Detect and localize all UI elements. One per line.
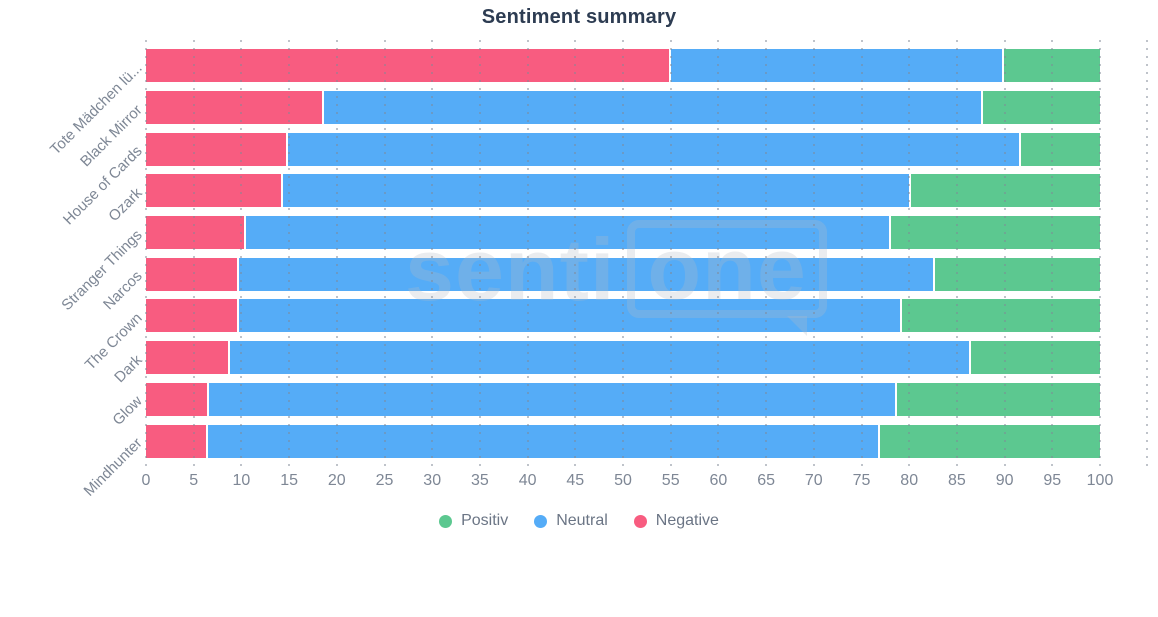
bar-row-house-of-cards (146, 132, 1100, 166)
bar-row-dark (146, 341, 1100, 375)
bar-segment-positiv[interactable] (877, 424, 1100, 458)
x-tick-label: 0 (141, 472, 151, 489)
bar-segment-negative[interactable] (146, 132, 287, 166)
x-tick-label: 85 (947, 472, 966, 489)
bar-row-glow (146, 382, 1100, 416)
legend: Positiv Neutral Negative (0, 512, 1158, 530)
bar-segment-negative[interactable] (146, 257, 237, 291)
x-tick-label: 5 (189, 472, 199, 489)
x-tick-label: 95 (1043, 472, 1062, 489)
legend-dot-icon (534, 514, 548, 528)
x-tick-label: 60 (709, 472, 728, 489)
bar-row-narcos (146, 257, 1100, 291)
bar-segment-neutral[interactable] (286, 132, 1019, 166)
bar-segment-positiv[interactable] (980, 91, 1100, 125)
bar-segment-neutral[interactable] (280, 174, 910, 208)
bar-row-the-crown (146, 299, 1100, 333)
bar-segment-positiv[interactable] (909, 174, 1100, 208)
bar-row-black-mirror (146, 91, 1100, 125)
legend-dot-icon (633, 514, 647, 528)
bar-segment-negative[interactable] (146, 91, 322, 125)
bar-row-mindhunter (146, 424, 1100, 458)
bar-segment-positiv[interactable] (969, 341, 1100, 375)
grid-overflow-line (1146, 40, 1148, 468)
category-axis: Tote Mädchen lü... Black Mirror House of C… (0, 45, 146, 499)
bar-segment-positiv[interactable] (899, 299, 1100, 333)
x-axis: 0 5 10 15 20 25 30 35 40 45 50 55 60 65 70 75 80 85 90 95 10… (142, 472, 1114, 494)
bar-row-stranger-things (146, 216, 1100, 250)
legend-label: Neutral (556, 512, 608, 529)
bar-segment-neutral[interactable] (668, 49, 1002, 83)
legend-label: Positiv (461, 512, 509, 529)
bar-segment-negative[interactable] (146, 299, 237, 333)
x-tick-label: 90 (995, 472, 1014, 489)
bar-segment-negative[interactable] (146, 382, 208, 416)
x-tick-label: 35 (470, 472, 489, 489)
bar-segment-neutral[interactable] (206, 424, 878, 458)
bar-segment-positiv[interactable] (933, 257, 1100, 291)
x-tick-label: 100 (1086, 472, 1114, 489)
x-tick-label: 10 (232, 472, 251, 489)
bar-segment-neutral[interactable] (236, 299, 900, 333)
x-tick-label: 40 (518, 472, 537, 489)
x-tick-label: 65 (757, 472, 775, 489)
bar-segment-neutral[interactable] (321, 91, 981, 125)
plot-area (146, 45, 1100, 462)
bar-segment-negative[interactable] (146, 174, 281, 208)
x-tick-label: 20 (327, 472, 346, 489)
legend-dot-icon (439, 514, 453, 528)
bar-row-tote-m-dchen-l (146, 49, 1100, 83)
x-tick-label: 25 (375, 472, 394, 489)
x-tick-label: 80 (900, 472, 919, 489)
x-tick-label: 55 (661, 472, 680, 489)
bar-segment-positiv[interactable] (894, 382, 1100, 416)
legend-item-positiv[interactable]: Positiv (439, 512, 508, 530)
x-tick-label: 75 (852, 472, 871, 489)
x-tick-label: 50 (614, 472, 632, 489)
bar-segment-neutral[interactable] (228, 341, 970, 375)
bar-segment-negative[interactable] (146, 341, 229, 375)
bar-segment-negative[interactable] (146, 216, 245, 250)
x-tick-label: 45 (566, 472, 585, 489)
bar-segment-negative[interactable] (146, 49, 669, 83)
legend-item-negative[interactable]: Negative (633, 512, 719, 530)
bar-segment-negative[interactable] (146, 424, 207, 458)
bar-segment-positiv[interactable] (889, 216, 1100, 250)
x-tick-label: 70 (804, 472, 823, 489)
bar-segment-neutral[interactable] (207, 382, 895, 416)
bar-segment-positiv[interactable] (1001, 49, 1100, 83)
bar-row-ozark (146, 174, 1100, 208)
legend-item-neutral[interactable]: Neutral (534, 512, 608, 530)
bar-segment-neutral[interactable] (236, 257, 934, 291)
x-tick-label: 15 (280, 472, 298, 489)
chart-title: Sentiment summary (481, 6, 677, 28)
bar-segment-neutral[interactable] (244, 216, 890, 250)
bar-segment-positiv[interactable] (1018, 132, 1100, 166)
x-tick-label: 30 (423, 472, 442, 489)
legend-label: Negative (655, 512, 719, 529)
bars-container (146, 45, 1100, 462)
